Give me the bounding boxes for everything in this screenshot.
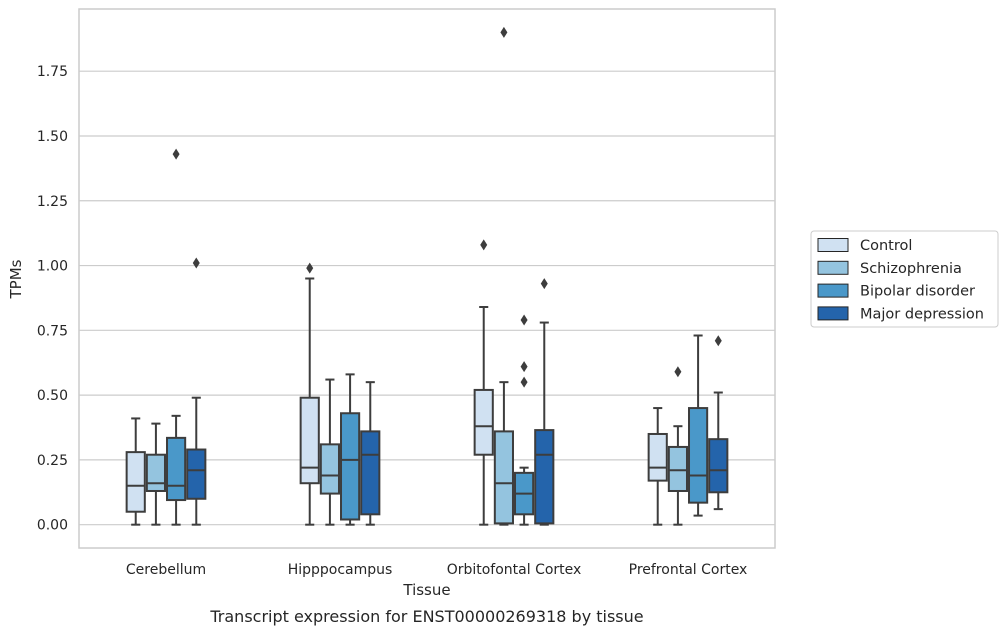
legend-item: Bipolar disorder bbox=[817, 283, 975, 300]
box-group bbox=[514, 314, 535, 526]
box bbox=[299, 396, 320, 485]
box-group bbox=[299, 262, 320, 526]
box-group bbox=[534, 278, 555, 526]
x-tick-label: Hipppocampus bbox=[288, 562, 393, 578]
box-group bbox=[473, 239, 494, 526]
box bbox=[473, 388, 494, 456]
legend-frame bbox=[810, 230, 999, 328]
x-tick-label: Cerebellum bbox=[126, 562, 206, 578]
box-group bbox=[493, 26, 514, 526]
box-marks bbox=[125, 26, 729, 526]
legend-item: Control bbox=[817, 238, 912, 254]
box-group bbox=[667, 366, 688, 526]
y-tick-label: 1.75 bbox=[37, 64, 68, 80]
legend-label: Schizophrenia bbox=[860, 261, 962, 277]
box-group bbox=[708, 335, 729, 511]
box bbox=[186, 448, 207, 500]
box-group bbox=[319, 378, 340, 526]
outlier-point bbox=[714, 335, 722, 347]
box bbox=[688, 407, 709, 504]
legend-swatch bbox=[817, 306, 849, 321]
legend: Control Schizophrenia Bipolar disorder Majo… bbox=[810, 230, 999, 328]
y-tick-label: 1.00 bbox=[37, 259, 68, 275]
y-tick-label: 1.50 bbox=[37, 129, 68, 145]
y-tick-label: 0.00 bbox=[37, 518, 68, 534]
legend-swatch bbox=[817, 260, 849, 275]
outlier-point bbox=[540, 278, 548, 290]
box bbox=[360, 430, 381, 516]
box-group bbox=[166, 148, 187, 526]
legend-label: Major depression bbox=[860, 306, 984, 322]
outlier-point bbox=[674, 366, 682, 378]
y-tick-label: 0.75 bbox=[37, 323, 68, 339]
box-group bbox=[340, 373, 361, 526]
box-group bbox=[125, 417, 146, 526]
y-axis-label: TPMs bbox=[7, 259, 25, 299]
outlier-point bbox=[192, 257, 200, 269]
box-group bbox=[186, 257, 207, 526]
box bbox=[534, 429, 555, 525]
outlier-point bbox=[520, 314, 528, 326]
box bbox=[319, 443, 340, 495]
box bbox=[667, 445, 688, 492]
outlier-point bbox=[306, 262, 314, 274]
box bbox=[493, 430, 514, 525]
outlier-point bbox=[520, 361, 528, 373]
box-group bbox=[145, 422, 166, 526]
legend-item: Major depression bbox=[817, 306, 984, 322]
legend-label: Bipolar disorder bbox=[860, 284, 975, 300]
box-group bbox=[688, 334, 709, 517]
box bbox=[166, 436, 187, 502]
box bbox=[145, 453, 166, 492]
x-tick-label: Orbitofontal Cortex bbox=[447, 562, 582, 578]
x-axis-label: Tissue bbox=[402, 581, 450, 599]
x-tick-label: Prefrontal Cortex bbox=[629, 562, 748, 578]
legend-item: Schizophrenia bbox=[817, 260, 962, 277]
box bbox=[125, 451, 146, 513]
outlier-point bbox=[520, 376, 528, 388]
y-axis-ticks: 0.00 0.25 0.50 0.75 1.00 1.25 1.50 1.75 bbox=[37, 64, 68, 533]
outlier-point bbox=[172, 148, 180, 160]
y-tick-label: 0.25 bbox=[37, 453, 68, 469]
legend-swatch bbox=[817, 283, 849, 298]
y-tick-label: 1.25 bbox=[37, 194, 68, 210]
legend-label: Control bbox=[860, 238, 912, 254]
box bbox=[647, 432, 668, 482]
legend-swatch bbox=[817, 238, 849, 252]
box-group bbox=[647, 407, 668, 526]
plot-area-frame bbox=[78, 8, 776, 549]
box bbox=[708, 438, 729, 494]
outlier-point bbox=[480, 239, 488, 251]
x-axis-ticks: Cerebellum Hipppocampus Orbitofontal Corte… bbox=[126, 562, 747, 578]
box-group bbox=[360, 381, 381, 526]
y-tick-label: 0.50 bbox=[37, 388, 68, 404]
box bbox=[340, 412, 361, 521]
chart-caption: Transcript expression for ENST0000026931… bbox=[209, 607, 643, 626]
outlier-point bbox=[500, 26, 508, 38]
